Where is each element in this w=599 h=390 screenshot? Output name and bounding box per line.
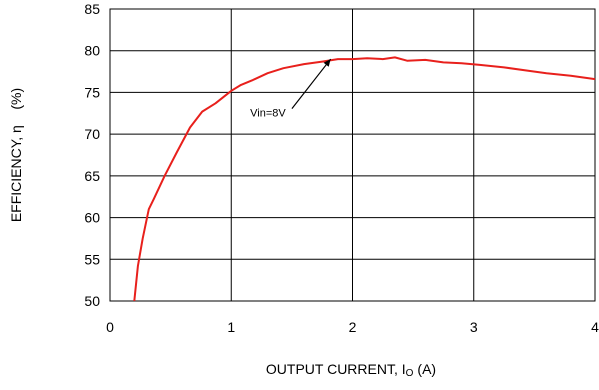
x-axis-title-unit: (A) (417, 361, 436, 377)
y-tick-label-50: 50 (84, 293, 100, 309)
y-axis-title: EFFICIENCY, η (%) (8, 88, 24, 222)
annotation-arrow-shaft-0 (291, 58, 332, 109)
x-tick-label-3: 3 (470, 319, 478, 335)
y-tick-label-80: 80 (84, 43, 100, 59)
x-axis-title: OUTPUT CURRENT, IO (A) (266, 361, 436, 379)
annotation-label-0: Vin=8V (250, 108, 286, 120)
tick-label-layer: 50 55 60 65 70 75 80 85 0 1 2 3 4 (84, 1, 599, 335)
x-axis-title-main: OUTPUT CURRENT, I (266, 361, 406, 377)
x-tick-label-2: 2 (349, 319, 357, 335)
plot-frame (109, 8, 596, 302)
x-axis-title-subscript: O (406, 368, 414, 379)
y-tick-label-55: 55 (84, 251, 100, 267)
y-tick-label-60: 60 (84, 210, 100, 226)
annotation-arrow-head-0 (323, 59, 331, 67)
y-tick-label-70: 70 (84, 126, 100, 142)
x-tick-label-1: 1 (227, 319, 235, 335)
grid-layer (110, 9, 595, 301)
x-tick-label-4: 4 (591, 319, 599, 335)
efficiency-curve (133, 56, 596, 302)
y-tick-label-75: 75 (84, 84, 100, 100)
y-tick-label-65: 65 (84, 168, 100, 184)
annotation-layer: Vin=8V (250, 58, 332, 120)
y-tick-label-85: 85 (84, 1, 100, 17)
x-tick-label-0: 0 (106, 319, 114, 335)
